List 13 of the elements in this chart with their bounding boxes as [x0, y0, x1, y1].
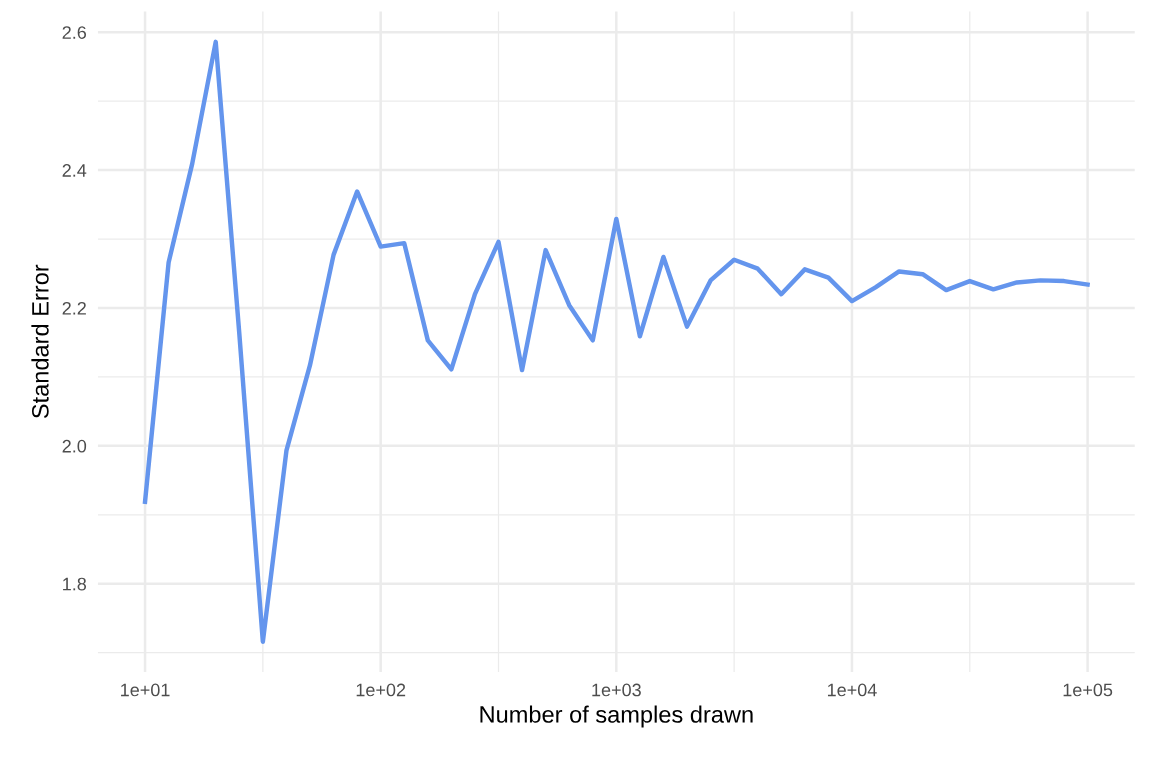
x-tick-label: 1e+03 [592, 683, 641, 697]
y-tick-label: 2.6 [62, 26, 87, 39]
y-tick-label: 2.4 [62, 164, 87, 177]
y-axis-title: Standard Error [31, 264, 49, 419]
x-tick-label: 1e+01 [121, 683, 170, 697]
y-tick-label: 2.2 [62, 301, 86, 315]
y-tick-label: 1.8 [63, 577, 87, 591]
x-tick-label: 1e+05 [1063, 683, 1113, 697]
x-tick-label: 1e+02 [356, 683, 406, 697]
x-axis-title: Number of samples drawn [480, 705, 753, 728]
y-tick-label: 2.0 [62, 439, 87, 453]
x-tick-label: 1e+04 [827, 683, 877, 697]
line-series [142, 39, 1090, 644]
